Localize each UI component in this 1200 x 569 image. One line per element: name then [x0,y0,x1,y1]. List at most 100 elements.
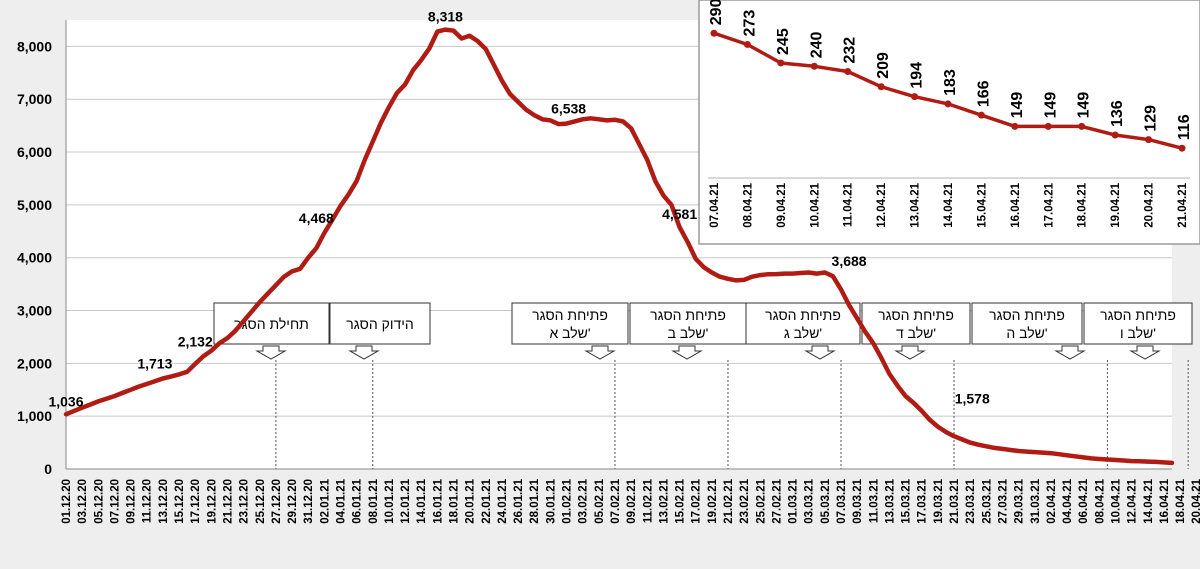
x-tick-label: 12.01.21 [400,478,412,523]
inset-x-tick-label: 09.04.21 [776,182,788,227]
annotation-line2: שלב ב' [668,325,709,341]
x-tick-label: 15.12.20 [174,479,186,524]
x-tick-label: 31.12.20 [303,479,315,524]
x-tick-label: 09.12.20 [126,479,138,524]
y-tick-label: 3,000 [17,303,52,319]
annotation-line2: שלב ג' [784,325,822,341]
y-tick-label: 2,000 [17,355,52,371]
x-tick-label: 21.03.21 [949,478,961,523]
x-tick-label: 01.12.20 [61,479,73,524]
inset-point [944,100,952,108]
annotation-arrow-icon [1129,345,1161,360]
inset-data-label: 149 [1042,92,1059,119]
x-tick-label: 10.01.21 [384,478,396,523]
x-tick-label: 23.12.20 [239,479,251,524]
annotation-line1: פתיחת הסגר [1100,307,1176,323]
x-tick-label: 25.02.21 [755,478,767,523]
y-tick-label: 8,000 [17,38,52,54]
annotation-box [1083,302,1193,345]
x-tick-label: 24.01.21 [497,478,509,523]
x-tick-label: 07.02.21 [610,478,622,523]
y-tick-label: 4,000 [17,250,52,266]
inset-x-tick-label: 10.04.21 [809,182,821,227]
x-tick-label: 03.03.21 [804,478,816,523]
annotation-box [629,302,747,345]
x-tick-label: 20.04.21 [1191,478,1200,523]
x-tick-label: 23.03.21 [965,478,977,523]
x-tick-label: 08.04.21 [1094,478,1106,523]
inset-data-label: 290 [708,0,725,25]
inset-point [911,93,919,101]
x-tick-label: 07.03.21 [836,478,848,523]
inset-point [810,62,818,70]
annotation-line2: שלב ה' [1006,325,1047,341]
inset-data-label: 245 [775,28,792,55]
x-tick-label: 18.04.21 [1175,478,1187,523]
x-tick-label: 14.01.21 [416,478,428,523]
annotation-arrow-icon [1054,345,1086,360]
annotation-box [861,302,971,345]
x-tick-label: 02.04.21 [1046,478,1058,523]
y-tick-label: 0 [44,461,52,477]
x-tick-label: 11.12.20 [142,479,154,523]
inset-data-label: 149 [1076,92,1093,119]
data-label: 1,713 [137,356,172,372]
x-tick-label: 29.12.20 [287,479,299,524]
data-label: 3,688 [832,253,867,269]
inset-point [1111,131,1119,139]
x-tick-label: 20.01.21 [465,478,477,523]
inset-data-label: 129 [1143,105,1160,132]
x-tick-label: 04.01.21 [335,478,347,523]
inset-point [1178,144,1186,152]
x-tick-label: 17.03.21 [917,478,929,523]
series-line [63,27,1175,466]
x-tick-label: 16.04.21 [1159,478,1171,523]
annotation-line1: פתיחת הסגר [989,307,1065,323]
x-tick-label: 07.12.20 [109,479,121,524]
x-tick-label: 09.02.21 [626,478,638,523]
annotation-box [213,302,330,345]
inset-data-label: 240 [808,31,825,58]
y-tick-label: 5,000 [17,197,52,213]
inset-data-label: 273 [741,10,758,37]
y-tick-label: 7,000 [17,91,52,107]
inset-data-label: 209 [875,52,892,79]
annotation-arrow-icon [255,345,287,360]
annotation-line1: תחילת הסגר [234,316,309,332]
x-tick-label: 21.02.21 [723,478,735,523]
x-tick-label: 10.04.21 [1110,478,1122,523]
annotation-box [329,302,431,345]
x-tick-label: 27.02.21 [771,478,783,523]
inset-x-tick-label: 17.04.21 [1043,182,1055,227]
x-tick-label: 01.02.21 [562,478,574,523]
x-tick-label: 14.04.21 [1143,478,1155,523]
inset-point [1145,136,1153,144]
annotation-arrow-icon [584,345,616,360]
inset-x-tick-label: 08.04.21 [742,182,754,227]
x-tick-label: 15.02.21 [675,478,687,523]
annotation-line2: שלב ד' [896,325,936,341]
data-label: 6,538 [551,101,586,117]
y-tick-label: 1,000 [17,408,52,424]
annotation-box [971,302,1083,345]
x-tick-label: 05.02.21 [594,478,606,523]
inset-x-tick-label: 18.04.21 [1077,182,1089,227]
inset-x-tick-label: 19.04.21 [1110,182,1122,227]
x-tick-label: 30.01.21 [545,478,557,523]
x-tick-label: 06.01.21 [352,478,364,523]
inset-point [743,40,751,48]
inset-x-tick-label: 13.04.21 [910,182,922,227]
inset-x-tick-label: 15.04.21 [976,182,988,227]
inset-x-tick-label: 12.04.21 [876,182,888,227]
x-tick-label: 21.12.20 [222,479,234,524]
x-tick-label: 18.01.21 [449,478,461,523]
inset-chart: 290 07.04.21 273 08.04.21 245 09.04.21 240 10.0… [698,0,1200,245]
annotation-arrow-icon [671,345,703,360]
data-label: 1,036 [48,393,83,409]
x-tick-label: 11.03.21 [868,478,880,523]
y-tick-label: 6,000 [17,144,52,160]
x-tick-label: 13.02.21 [658,478,670,523]
x-tick-label: 16.01.21 [432,478,444,523]
inset-x-tick-label: 07.04.21 [709,182,721,227]
inset-point [710,29,718,37]
